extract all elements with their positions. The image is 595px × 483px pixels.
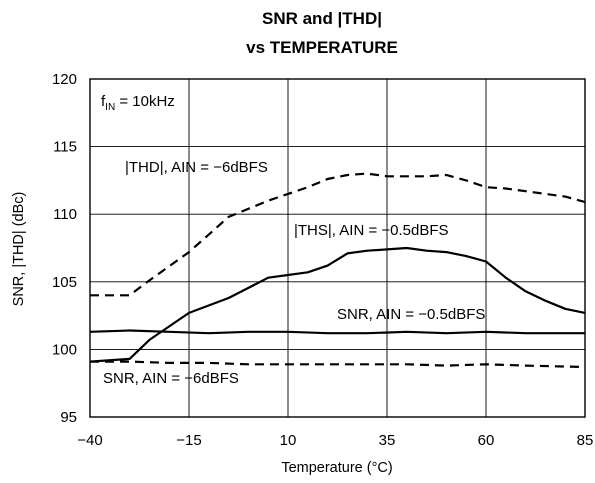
y-tick-label-5: 120 — [52, 71, 77, 88]
x-tick-label-0: −40 — [77, 432, 102, 449]
x-axis-label: Temperature (°C) — [281, 460, 392, 476]
series-line-2 — [89, 329, 585, 335]
label-snr-05dbfs: SNR, AIN = −0.5dBFS — [337, 306, 485, 323]
annotation-fin-main: f — [101, 93, 106, 110]
chart-title-line1: SNR and |THD| — [262, 9, 382, 28]
y-tick-label-4: 115 — [53, 139, 77, 156]
label-snr-6dbfs: SNR, AIN = −6dBFS — [103, 370, 239, 387]
chart-title-line2: vs TEMPERATURE — [246, 38, 398, 57]
annotation-fin-rest: = 10kHz — [115, 93, 175, 110]
x-tick-label-1: −15 — [176, 432, 201, 449]
x-tick-label-3: 35 — [379, 432, 396, 449]
series-line-1 — [89, 246, 586, 363]
label-thd-6dbfs: |THD|, AIN = −6dBFS — [125, 159, 268, 176]
label-ths-05dbfs: |THS|, AIN = −0.5dBFS — [294, 222, 449, 239]
tick-labels: −40 −15 10 35 60 85 95 100 105 110 115 120 — [52, 71, 593, 449]
annotation-fin-sub: IN — [105, 102, 115, 113]
y-tick-label-1: 100 — [52, 341, 77, 358]
x-tick-label-5: 85 — [577, 432, 594, 449]
y-tick-label-0: 95 — [60, 409, 77, 426]
plot-frame — [89, 78, 586, 418]
annotation-fin: fIN = 10kHz — [101, 93, 175, 113]
series-line-0 — [90, 172, 586, 297]
y-tick-label-2: 105 — [52, 274, 77, 291]
series-line-3 — [90, 360, 586, 369]
grid — [89, 78, 586, 418]
series-layer — [89, 172, 586, 369]
x-tick-label-2: 10 — [280, 432, 297, 449]
x-tick-label-4: 60 — [478, 432, 495, 449]
y-tick-label-3: 110 — [53, 206, 77, 223]
y-axis-label: SNR, |THD| (dBc) — [11, 192, 27, 307]
